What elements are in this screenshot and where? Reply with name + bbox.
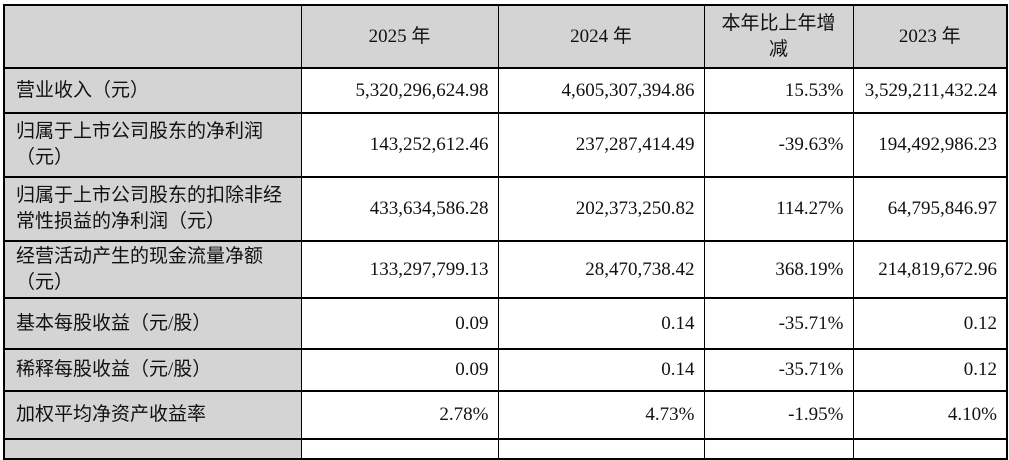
partial-cell-change — [703, 438, 854, 460]
net-profit-change: -39.63% — [703, 112, 854, 178]
table-row-diluted-eps: 稀释每股收益（元/股） 0.09 0.14 -35.71% 0.12 — [3, 348, 1008, 393]
revenue-2023: 3,529,211,432.24 — [852, 67, 1008, 114]
header-2025: 2025 年 — [300, 4, 499, 69]
weighted-roe-2024: 4.73% — [497, 390, 705, 441]
row-label-diluted-eps: 稀释每股收益（元/股） — [3, 348, 302, 393]
basic-eps-2024: 0.14 — [497, 297, 705, 351]
table-row-partial-clipped — [3, 438, 1008, 460]
row-label-weighted-roe: 加权平均净资产收益率 — [3, 390, 302, 441]
row-label-partial — [3, 438, 302, 460]
header-2023: 2023 年 — [852, 4, 1008, 69]
partial-cell-2023 — [852, 438, 1008, 460]
header-2024: 2024 年 — [497, 4, 705, 69]
header-blank-cell — [3, 4, 302, 69]
row-label-basic-eps: 基本每股收益（元/股） — [3, 297, 302, 351]
table-row-basic-eps: 基本每股收益（元/股） 0.09 0.14 -35.71% 0.12 — [3, 297, 1008, 351]
diluted-eps-2024: 0.14 — [497, 348, 705, 393]
weighted-roe-2025: 2.78% — [300, 390, 499, 441]
weighted-roe-2023: 4.10% — [852, 390, 1008, 441]
row-label-deducted-net-profit: 归属于上市公司股东的扣除非经常性损益的净利润（元） — [3, 176, 302, 242]
table-row-deducted-net-profit: 归属于上市公司股东的扣除非经常性损益的净利润（元） 433,634,586.28… — [3, 176, 1008, 242]
revenue-2025: 5,320,296,624.98 — [300, 67, 499, 114]
diluted-eps-2025: 0.09 — [300, 348, 499, 393]
basic-eps-change: -35.71% — [703, 297, 854, 351]
financial-summary-table-wrap: 2025 年 2024 年 本年比上年增减 2023 年 营业收入（元） 5,3… — [3, 4, 1008, 460]
operating-cash-flow-2025: 133,297,799.13 — [300, 239, 499, 300]
table-header-row: 2025 年 2024 年 本年比上年增减 2023 年 — [3, 4, 1008, 69]
diluted-eps-change: -35.71% — [703, 348, 854, 393]
operating-cash-flow-2023: 214,819,672.96 — [852, 239, 1008, 300]
operating-cash-flow-2024: 28,470,738.42 — [497, 239, 705, 300]
net-profit-2024: 237,287,414.49 — [497, 112, 705, 178]
diluted-eps-2023: 0.12 — [852, 348, 1008, 393]
row-label-operating-cash-flow: 经营活动产生的现金流量净额（元） — [3, 239, 302, 300]
table-row-net-profit: 归属于上市公司股东的净利润（元） 143,252,612.46 237,287,… — [3, 112, 1008, 178]
net-profit-2025: 143,252,612.46 — [300, 112, 499, 178]
operating-cash-flow-change: 368.19% — [703, 239, 854, 300]
header-yoy-change: 本年比上年增减 — [703, 4, 854, 69]
table-row-operating-cash-flow: 经营活动产生的现金流量净额（元） 133,297,799.13 28,470,7… — [3, 239, 1008, 300]
weighted-roe-change: -1.95% — [703, 390, 854, 441]
deducted-net-profit-change: 114.27% — [703, 176, 854, 242]
revenue-change: 15.53% — [703, 67, 854, 114]
financial-summary-table: 2025 年 2024 年 本年比上年增减 2023 年 营业收入（元） 5,3… — [3, 4, 1008, 460]
deducted-net-profit-2024: 202,373,250.82 — [497, 176, 705, 242]
basic-eps-2023: 0.12 — [852, 297, 1008, 351]
basic-eps-2025: 0.09 — [300, 297, 499, 351]
deducted-net-profit-2023: 64,795,846.97 — [852, 176, 1008, 242]
row-label-net-profit: 归属于上市公司股东的净利润（元） — [3, 112, 302, 178]
partial-cell-2024 — [497, 438, 705, 460]
deducted-net-profit-2025: 433,634,586.28 — [300, 176, 499, 242]
row-label-revenue: 营业收入（元） — [3, 67, 302, 114]
net-profit-2023: 194,492,986.23 — [852, 112, 1008, 178]
revenue-2024: 4,605,307,394.86 — [497, 67, 705, 114]
table-row-revenue: 营业收入（元） 5,320,296,624.98 4,605,307,394.8… — [3, 67, 1008, 114]
table-row-weighted-roe: 加权平均净资产收益率 2.78% 4.73% -1.95% 4.10% — [3, 390, 1008, 441]
partial-cell-2025 — [300, 438, 499, 460]
